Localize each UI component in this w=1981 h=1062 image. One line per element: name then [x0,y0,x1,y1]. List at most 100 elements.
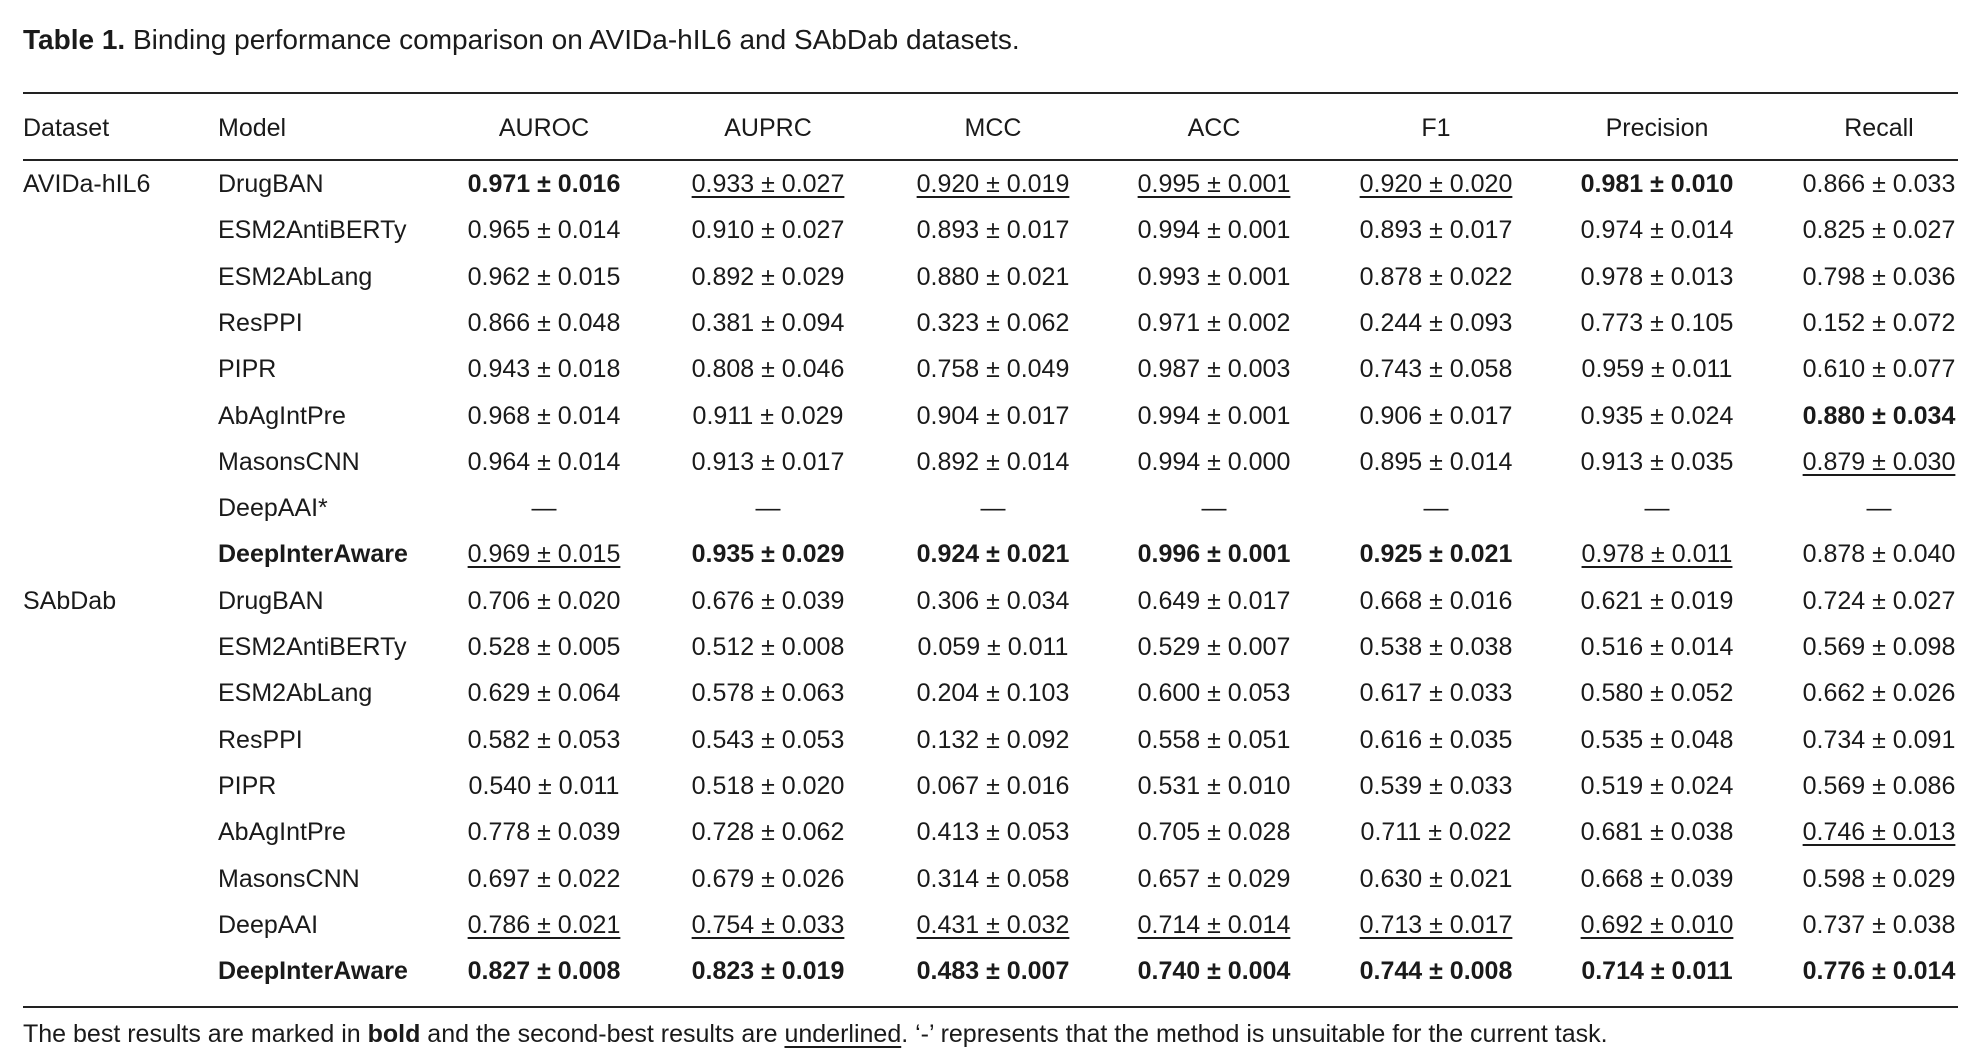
note-text: bold [367,1020,421,1048]
model-name: PIPR [218,355,277,384]
metric-cell: 0.714 ± 0.011 [1581,957,1733,986]
metric-cell: 0.904 ± 0.017 [916,401,1070,430]
metric-cell: 0.649 ± 0.017 [1137,586,1291,615]
metric-cell: 0.879 ± 0.030 [1802,447,1956,476]
metric-cell: 0.705 ± 0.028 [1137,818,1291,847]
metric-cell: 0.668 ± 0.016 [1359,586,1513,615]
metric-cell: 0.825 ± 0.027 [1802,216,1956,245]
metric-cell: 0.152 ± 0.072 [1802,308,1956,337]
metric-cell: 0.935 ± 0.029 [691,540,845,569]
column-header: Recall [1844,114,1914,142]
metric-cell: 0.067 ± 0.016 [916,771,1070,800]
metric-cell: 0.516 ± 0.014 [1580,633,1734,661]
metric-cell: 0.971 ± 0.002 [1137,308,1291,337]
metric-cell: 0.978 ± 0.013 [1580,262,1734,291]
dataset-label: AVIDa-hIL6 [23,170,151,198]
model-name: MasonsCNN [218,864,360,893]
metric-cell: 0.866 ± 0.033 [1802,170,1956,198]
metric-cell: 0.676 ± 0.039 [691,586,845,615]
metric-cell: 0.744 ± 0.008 [1359,957,1513,986]
model-name: DrugBAN [218,586,324,615]
note-text: The best results are marked in [23,1020,368,1048]
top-rule [23,92,1958,94]
model-name: DeepAAI [218,910,319,939]
metric-cell: 0.679 ± 0.026 [691,864,845,893]
metric-cell: 0.323 ± 0.062 [916,308,1070,337]
metric-cell: 0.773 ± 0.105 [1580,308,1734,337]
metric-cell: 0.866 ± 0.048 [467,308,621,337]
metric-cell: 0.529 ± 0.007 [1137,633,1291,661]
metric-cell: 0.974 ± 0.014 [1580,216,1734,245]
metric-cell: 0.993 ± 0.001 [1137,262,1291,291]
metric-cell: 0.314 ± 0.058 [916,864,1070,893]
metric-cell: 0.935 ± 0.024 [1580,401,1734,430]
metric-cell: 0.878 ± 0.040 [1802,540,1956,569]
model-name: PIPR [218,771,277,800]
metric-cell: 0.431 ± 0.032 [916,910,1070,939]
model-name: DeepAAI* [218,494,328,523]
metric-cell: 0.925 ± 0.021 [1359,540,1513,569]
column-header: Precision [1605,114,1709,142]
caption-label: Table 1. [23,24,126,55]
metric-cell: 0.734 ± 0.091 [1802,725,1956,754]
metric-cell: 0.743 ± 0.058 [1359,355,1513,384]
metric-cell: 0.692 ± 0.010 [1580,910,1734,939]
metric-cell: 0.965 ± 0.014 [467,216,621,245]
metric-cell: 0.962 ± 0.015 [467,262,621,291]
column-header: MCC [964,114,1022,142]
metric-cell: 0.987 ± 0.003 [1137,355,1291,384]
model-name: DrugBAN [218,170,324,198]
header-rule [23,159,1958,161]
metric-cell: 0.543 ± 0.053 [691,725,845,754]
caption: Table 1. Binding performance comparison … [23,24,1020,56]
metric-cell: 0.059 ± 0.011 [917,633,1069,661]
column-header: AUROC [498,114,590,142]
metric-cell: 0.204 ± 0.103 [916,679,1070,708]
metric-cell: 0.244 ± 0.093 [1359,308,1513,337]
metric-cell: 0.629 ± 0.064 [467,679,621,708]
metric-cell: 0.610 ± 0.077 [1802,355,1956,384]
metric-cell: 0.913 ± 0.017 [691,447,845,476]
metric-cell: 0.746 ± 0.013 [1802,818,1956,847]
metric-cell: — [980,494,1006,523]
metric-cell: 0.994 ± 0.000 [1137,447,1291,476]
column-header: F1 [1421,114,1451,142]
metric-cell: 0.306 ± 0.034 [916,586,1070,615]
model-name: DeepInterAware [218,957,408,986]
model-name: DeepInterAware [218,540,408,569]
metric-cell: 0.911 ± 0.029 [692,401,844,430]
model-name: ESM2AbLang [218,262,373,291]
metric-cell: 0.776 ± 0.014 [1802,957,1956,986]
metric-cell: 0.754 ± 0.033 [691,910,845,939]
metric-cell: 0.964 ± 0.014 [467,447,621,476]
metric-cell: 0.617 ± 0.033 [1359,679,1513,708]
metric-cell: 0.518 ± 0.020 [691,771,845,800]
table-note: The best results are marked in bold and … [23,1020,1608,1049]
metric-cell: 0.569 ± 0.098 [1802,633,1956,661]
metric-cell: 0.994 ± 0.001 [1137,401,1291,430]
metric-cell: 0.920 ± 0.019 [916,170,1070,198]
metric-cell: 0.786 ± 0.021 [467,910,621,939]
metric-cell: 0.778 ± 0.039 [467,818,621,847]
model-name: ESM2AbLang [218,679,373,708]
metric-cell: 0.483 ± 0.007 [916,957,1070,986]
metric-cell: 0.724 ± 0.027 [1802,586,1956,615]
metric-cell: 0.728 ± 0.062 [691,818,845,847]
metric-cell: 0.539 ± 0.033 [1359,771,1513,800]
metric-cell: 0.600 ± 0.053 [1137,679,1291,708]
metric-cell: 0.892 ± 0.029 [691,262,845,291]
metric-cell: 0.798 ± 0.036 [1802,262,1956,291]
metric-cell: 0.512 ± 0.008 [691,633,845,661]
metric-cell: 0.892 ± 0.014 [916,447,1070,476]
metric-cell: — [1201,494,1227,523]
metric-cell: 0.910 ± 0.027 [691,216,845,245]
metric-cell: 0.540 ± 0.011 [468,771,620,800]
metric-cell: 0.971 ± 0.016 [467,170,621,198]
metric-cell: 0.827 ± 0.008 [467,957,621,986]
metric-cell: 0.737 ± 0.038 [1802,910,1956,939]
metric-cell: 0.697 ± 0.022 [467,864,621,893]
metric-cell: 0.668 ± 0.039 [1580,864,1734,893]
note-text: underlined [784,1020,902,1048]
metric-cell: 0.981 ± 0.010 [1580,170,1734,198]
